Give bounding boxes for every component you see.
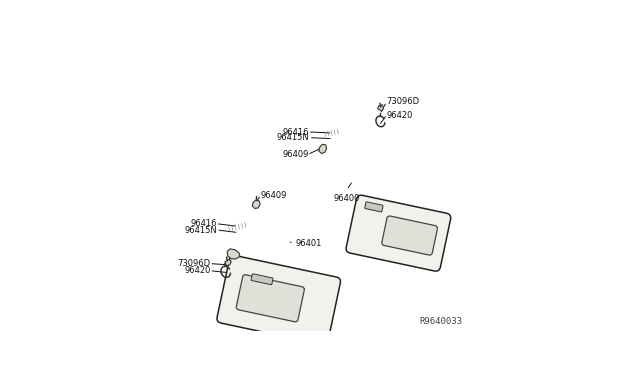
Text: 96420: 96420 bbox=[184, 266, 211, 275]
FancyBboxPatch shape bbox=[217, 256, 340, 345]
Polygon shape bbox=[252, 200, 260, 208]
Polygon shape bbox=[319, 144, 326, 154]
Text: 96415N: 96415N bbox=[276, 133, 309, 142]
FancyBboxPatch shape bbox=[365, 202, 383, 212]
Polygon shape bbox=[227, 249, 240, 259]
Text: 96416: 96416 bbox=[283, 128, 309, 137]
FancyBboxPatch shape bbox=[346, 195, 451, 271]
FancyBboxPatch shape bbox=[236, 275, 305, 322]
Text: 96420: 96420 bbox=[387, 111, 413, 120]
Text: R9640033: R9640033 bbox=[420, 317, 463, 326]
Text: 96409: 96409 bbox=[282, 150, 308, 160]
Text: 96409: 96409 bbox=[260, 190, 287, 199]
Text: 73096D: 73096D bbox=[387, 97, 420, 106]
Text: 96400: 96400 bbox=[333, 193, 360, 203]
Polygon shape bbox=[225, 259, 231, 266]
Text: 73096D: 73096D bbox=[177, 259, 211, 268]
FancyBboxPatch shape bbox=[382, 216, 438, 255]
Polygon shape bbox=[378, 105, 383, 111]
Text: 96415N: 96415N bbox=[184, 226, 217, 235]
FancyBboxPatch shape bbox=[251, 274, 273, 285]
Text: 96401: 96401 bbox=[295, 239, 321, 248]
Text: 96416: 96416 bbox=[191, 219, 217, 228]
